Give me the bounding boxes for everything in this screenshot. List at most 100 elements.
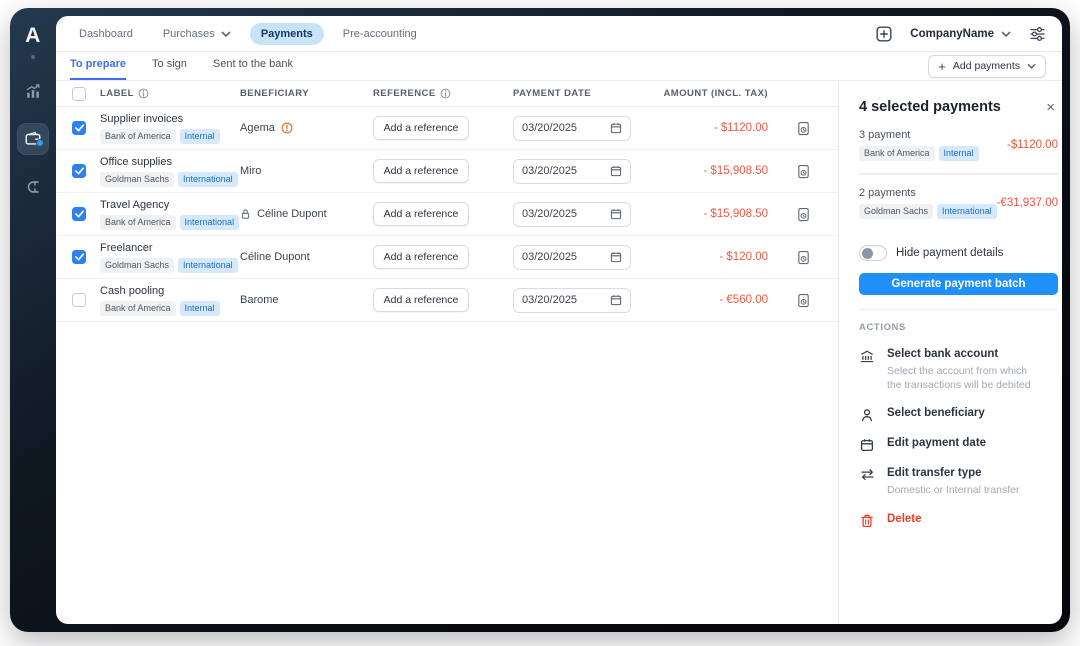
add-square-icon[interactable] [876, 26, 892, 42]
selected-payments-panel: 4 selected payments × 3 payment Bank of … [838, 81, 1062, 624]
row-checkbox[interactable] [72, 293, 86, 307]
calendar-icon[interactable] [610, 294, 622, 306]
payment-date-input[interactable]: 03/20/2025 [513, 115, 631, 141]
payments-table: LABEL BENEFICIARY REFERENCE PAYMENT DATE… [56, 81, 838, 624]
nav-purchases[interactable]: Purchases [152, 23, 242, 45]
table-row[interactable]: Office supplies Goldman Sachs Internation… [56, 150, 838, 193]
action-label: Edit transfer type [887, 467, 982, 480]
action-description: Domestic or Internal transfer [887, 484, 1020, 497]
bank-badge: Bank of America [100, 128, 176, 144]
bank-icon [859, 348, 875, 392]
table-header-row: LABEL BENEFICIARY REFERENCE PAYMENT DATE… [56, 81, 838, 107]
app-window: A Dashboard Purchases [10, 8, 1070, 632]
calendar-icon [859, 437, 875, 452]
bank-badge: Bank of America [100, 214, 176, 230]
table-row[interactable]: Travel Agency Bank of America Internation… [56, 193, 838, 236]
payment-date-input[interactable]: 03/20/2025 [513, 201, 631, 227]
row-checkbox[interactable] [72, 164, 86, 178]
info-icon[interactable] [138, 88, 149, 99]
nav-payments[interactable]: Payments [249, 22, 324, 45]
hide-details-toggle[interactable] [859, 245, 887, 261]
calendar-icon[interactable] [610, 251, 622, 263]
payment-date-input[interactable]: 03/20/2025 [513, 287, 631, 313]
payment-label: Supplier invoices [100, 112, 184, 125]
col-header-beneficiary: BENEFICIARY [240, 88, 309, 99]
filter-sliders-icon[interactable] [1029, 26, 1046, 42]
calendar-icon[interactable] [610, 165, 622, 177]
receipt-icon[interactable] [796, 121, 811, 136]
topbar-right: CompanyName [876, 26, 1046, 42]
calendar-icon[interactable] [610, 122, 622, 134]
add-reference-button[interactable]: Add a reference [373, 159, 469, 183]
add-reference-button[interactable]: Add a reference [373, 116, 469, 140]
main-split: LABEL BENEFICIARY REFERENCE PAYMENT DATE… [56, 81, 1062, 624]
transfer-type-badge: Internal [938, 146, 979, 161]
add-reference-button[interactable]: Add a reference [373, 288, 469, 312]
row-checkbox[interactable] [72, 250, 86, 264]
company-switcher[interactable]: CompanyName [910, 28, 1011, 40]
app-logo[interactable]: A [25, 24, 41, 47]
lock-icon [240, 208, 251, 220]
action-label: Delete [887, 512, 922, 525]
payment-amount: - $120.00 [719, 251, 768, 263]
warning-icon[interactable] [281, 122, 293, 134]
action-label: Edit payment date [887, 437, 987, 450]
tab-to-sign[interactable]: To sign [152, 58, 187, 70]
chevron-down-icon [1001, 30, 1011, 37]
nav-dashboard[interactable]: Dashboard [79, 27, 133, 40]
action-select-bank-account[interactable]: Select bank account Select the account f… [859, 348, 1058, 392]
sidebar-item-payments[interactable] [17, 123, 49, 155]
sidebar-item-magnet[interactable] [17, 171, 49, 203]
receipt-icon[interactable] [796, 250, 811, 265]
payment-label: Office supplies [100, 155, 172, 168]
transfer-type-badge: International [179, 214, 240, 230]
payment-date-input[interactable]: 03/20/2025 [513, 158, 631, 184]
col-header-amount: AMOUNT (INCL. TAX) [663, 88, 768, 99]
beneficiary-cell: Agema [240, 122, 373, 134]
transfer-type-badge: International [178, 257, 238, 273]
action-delete[interactable]: Delete [859, 513, 1058, 528]
company-name: CompanyName [910, 27, 994, 40]
add-payments-button[interactable]: + Add payments [928, 54, 1046, 78]
table-row[interactable]: Supplier invoices Bank of America Interna… [56, 107, 838, 150]
group-amount: -$1120.00 [1007, 139, 1058, 151]
action-select-beneficiary[interactable]: Select beneficiary [859, 407, 1058, 422]
group-count: 2 payments [859, 187, 916, 199]
add-reference-button[interactable]: Add a reference [373, 202, 469, 226]
row-checkbox[interactable] [72, 121, 86, 135]
bank-badge: Bank of America [100, 300, 176, 316]
col-header-payment-date: PAYMENT DATE [513, 88, 592, 99]
payment-amount: - $15,908.50 [703, 165, 768, 177]
action-edit-transfer-type[interactable]: Edit transfer type Domestic or Internal … [859, 467, 1058, 497]
receipt-icon[interactable] [796, 207, 811, 222]
hide-details-toggle-row: Hide payment details [859, 245, 1058, 261]
transfer-arrows-icon [859, 467, 875, 497]
panel-title: 4 selected payments [859, 99, 1001, 115]
tab-sent-to-the-bank[interactable]: Sent to the bank [212, 58, 294, 70]
table-row[interactable]: Freelancer Goldman Sachs International Cé… [56, 236, 838, 279]
action-edit-payment-date[interactable]: Edit payment date [859, 437, 1058, 452]
generate-payment-batch-button[interactable]: Generate payment batch [859, 273, 1058, 295]
nav-pre-accounting[interactable]: Pre-accounting [342, 27, 417, 40]
receipt-icon[interactable] [796, 293, 811, 308]
row-checkbox[interactable] [72, 207, 86, 221]
bank-badge: Goldman Sachs [859, 204, 934, 219]
group-count: 3 payment [859, 129, 911, 141]
calendar-icon[interactable] [610, 208, 622, 220]
tabs-bar: To prepare To sign Sent to the bank + Ad… [56, 52, 1062, 81]
table-row[interactable]: Cash pooling Bank of America Internal Bar… [56, 279, 838, 322]
payment-amount: - $1120.00 [713, 122, 768, 134]
bank-badge: Goldman Sachs [100, 257, 175, 273]
sidebar-item-analytics[interactable] [17, 75, 49, 107]
beneficiary-name: Céline Dupont [257, 208, 327, 220]
tab-to-prepare[interactable]: To prepare [70, 51, 127, 80]
add-reference-button[interactable]: Add a reference [373, 245, 469, 269]
receipt-icon[interactable] [796, 164, 811, 179]
action-label: Select bank account [887, 348, 999, 360]
close-icon[interactable]: × [1046, 99, 1055, 116]
main-content: Dashboard Purchases Payments Pre-account… [56, 16, 1062, 624]
info-icon[interactable] [440, 88, 451, 99]
payment-date-input[interactable]: 03/20/2025 [513, 244, 631, 270]
select-all-checkbox[interactable] [72, 86, 86, 101]
bank-badge: Goldman Sachs [100, 171, 175, 187]
